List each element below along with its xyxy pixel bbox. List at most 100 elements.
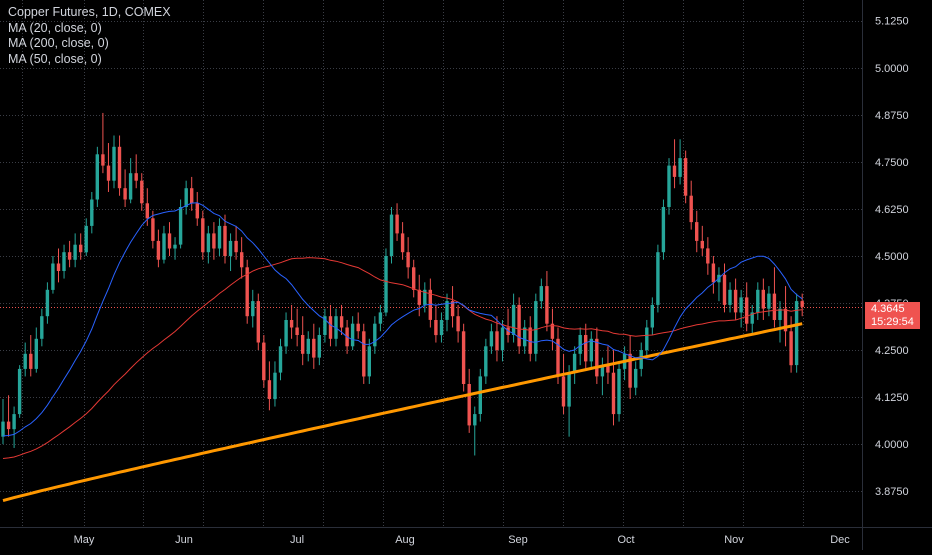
candle-body	[389, 214, 394, 256]
candle-body	[395, 214, 399, 234]
legend-title[interactable]: Copper Futures, 1D, COMEX	[8, 5, 171, 19]
candle-body	[273, 372, 277, 400]
candle-body	[350, 323, 355, 347]
candle-body	[706, 248, 710, 264]
candle-body	[761, 289, 765, 309]
candle-body	[173, 244, 177, 249]
candle-body	[251, 301, 255, 317]
candle-body	[550, 323, 555, 339]
candle-body	[445, 301, 449, 320]
candle-body	[317, 335, 321, 358]
candle-body	[145, 203, 149, 219]
candle-body	[95, 154, 99, 200]
candle-body	[467, 384, 471, 426]
bar-countdown: 15:29:54	[871, 316, 914, 328]
candle-body	[722, 274, 727, 305]
candle-body	[423, 289, 427, 305]
candle-body	[162, 233, 166, 260]
candle-body	[750, 312, 754, 324]
candle-body	[667, 165, 671, 207]
candle-body	[378, 312, 383, 324]
candle-body	[634, 368, 638, 388]
candle-body	[412, 267, 416, 290]
candle-body	[700, 240, 704, 249]
chart-legend: Copper Futures, 1D, COMEX MA (20, close,…	[8, 5, 171, 67]
candle-body	[34, 338, 38, 369]
y-tick-label: 4.1250	[875, 392, 909, 404]
candle-body	[650, 304, 654, 328]
candle-body	[223, 225, 227, 256]
candle-body	[256, 301, 260, 343]
candle-body	[417, 289, 421, 305]
candle-body	[661, 207, 666, 253]
candle-body	[534, 301, 538, 354]
candle-body	[434, 320, 438, 336]
candle-body	[589, 338, 593, 362]
candle-body	[428, 289, 432, 320]
candle-body	[45, 289, 50, 317]
candle-body	[73, 244, 77, 260]
candle-body	[195, 203, 199, 219]
legend-ma200[interactable]: MA (200, close, 0)	[8, 36, 109, 50]
candle-body	[567, 372, 571, 407]
candle-body	[517, 304, 521, 347]
candle-body	[523, 327, 527, 347]
candle-body	[373, 323, 377, 347]
candle-body	[79, 244, 83, 253]
candle-body	[778, 308, 782, 320]
candle-body	[595, 338, 599, 377]
candle-body	[473, 414, 477, 426]
candle-body	[628, 353, 632, 388]
candle-body	[617, 368, 621, 415]
candle-body	[606, 365, 610, 373]
candle-body	[689, 195, 693, 223]
candle-body	[767, 293, 771, 309]
candle-body	[528, 327, 532, 354]
candle-body	[367, 346, 371, 377]
candle-body	[123, 188, 127, 200]
legend-ma50[interactable]: MA (50, close, 0)	[8, 51, 102, 66]
candle-body	[12, 414, 16, 430]
candle-body	[450, 301, 455, 317]
candle-body	[295, 327, 299, 335]
y-tick-label: 4.0000	[875, 439, 909, 451]
candle-body	[356, 323, 360, 332]
candle-body	[267, 380, 272, 399]
y-tick-label: 4.6250	[875, 204, 909, 216]
candle-body	[728, 289, 732, 305]
candle-body	[90, 199, 94, 226]
candle-body	[328, 316, 333, 339]
candle-body	[545, 286, 549, 324]
candle-body	[733, 289, 738, 313]
candle-body	[783, 308, 788, 332]
candle-body	[284, 320, 288, 347]
candle-body	[645, 327, 649, 351]
candle-body	[756, 289, 760, 313]
candle-body	[140, 180, 144, 204]
candle-body	[106, 165, 111, 181]
candle-body	[51, 263, 55, 290]
last-price-value: 4.3645	[871, 303, 905, 315]
candle-body	[489, 331, 494, 347]
candle-body	[190, 188, 194, 204]
candle-body	[456, 316, 460, 332]
ma50-line	[2, 257, 803, 459]
legend-ma20[interactable]: MA (20, close, 0)	[8, 20, 102, 35]
x-tick-label: Sep	[508, 534, 528, 546]
candle-body	[739, 297, 743, 313]
x-tick-label: Nov	[724, 534, 744, 546]
candle-body	[511, 304, 516, 335]
candle-body	[23, 353, 27, 369]
candle-body	[323, 316, 327, 335]
candle-body	[56, 263, 61, 271]
candle-body	[495, 331, 499, 351]
candle-body	[406, 252, 410, 268]
candle-body	[578, 335, 582, 354]
candle-body	[384, 256, 388, 313]
candle-body	[561, 376, 566, 407]
candle-body	[29, 353, 33, 369]
candle-body	[672, 165, 677, 177]
candle-body	[228, 240, 233, 256]
